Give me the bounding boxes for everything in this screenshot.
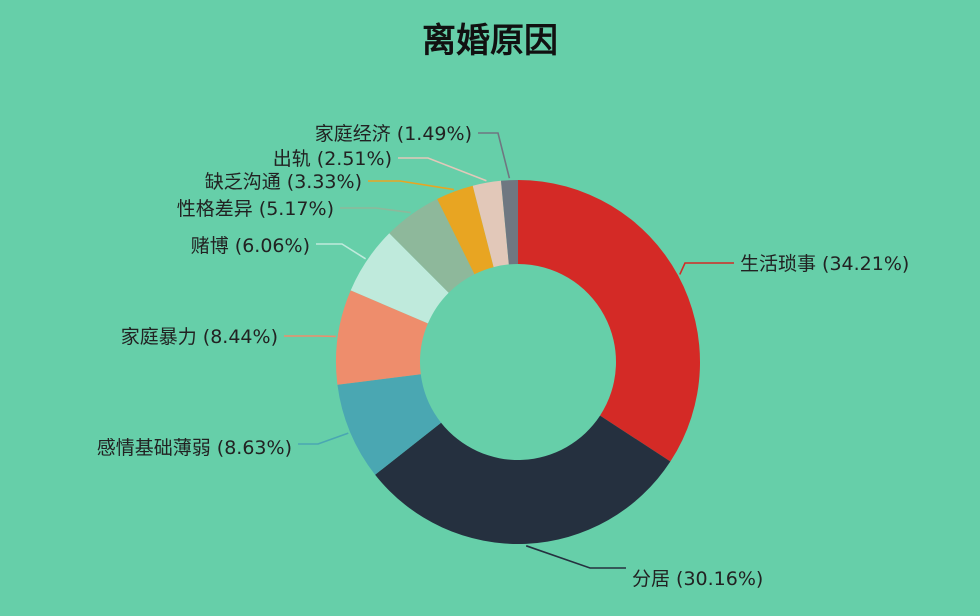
slice-label-9: 家庭经济 (1.49%): [315, 123, 472, 145]
slice-label-2: 分居 (30.16%): [632, 568, 763, 590]
slice-label-8: 出轨 (2.51%): [273, 148, 392, 170]
slice-label-6: 性格差异 (5.17%): [177, 198, 334, 220]
chart-title: 离婚原因: [422, 21, 558, 61]
leader-line-6: [340, 207, 411, 214]
slice-7: [437, 185, 494, 275]
slice-label-4: 家庭暴力 (8.44%): [121, 326, 278, 348]
slice-5: [350, 233, 449, 324]
slice-8: [472, 180, 509, 268]
leader-line-8: [398, 157, 487, 182]
slice-9: [500, 180, 518, 265]
donut-slices: [336, 180, 701, 545]
leader-line-3: [298, 432, 349, 445]
leader-line-7: [368, 180, 455, 191]
slice-1: [518, 180, 701, 462]
slice-label-3: 感情基础薄弱 (8.63%): [97, 437, 292, 459]
slice-4: [336, 290, 428, 385]
leader-line-1: [679, 262, 734, 275]
slice-labels: 生活琐事 (34.21%) 分居 (30.16%) 感情基础薄弱 (8.63%) 家庭…: [97, 123, 910, 590]
slice-label-1: 生活琐事 (34.21%): [740, 253, 909, 275]
slice-3: [337, 374, 442, 475]
slice-label-5: 赌博 (6.06%): [191, 235, 310, 257]
leader-line-2: [525, 545, 626, 569]
leader-line-9: [478, 132, 511, 179]
slice-2: [375, 415, 671, 545]
slice-label-7: 缺乏沟通 (3.33%): [205, 171, 362, 193]
leader-lines: [284, 132, 734, 569]
leader-line-5: [316, 243, 367, 260]
slice-6: [389, 198, 475, 293]
